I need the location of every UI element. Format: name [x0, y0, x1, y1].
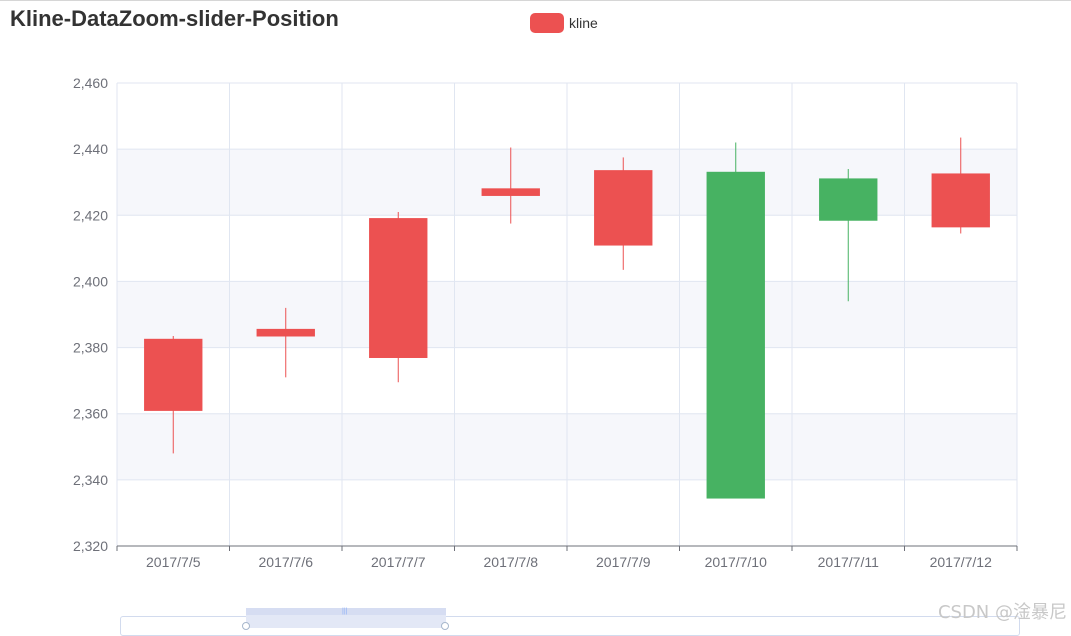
candle-body — [481, 188, 540, 196]
legend-swatch — [530, 13, 564, 33]
x-tick-label: 2017/7/8 — [484, 554, 539, 570]
watermark: CSDN @淦暴尼 — [937, 602, 1067, 623]
legend-label: kline — [569, 15, 598, 31]
x-tick-label: 2017/7/12 — [930, 554, 992, 570]
datazoom-grip-icon[interactable]: ||| — [342, 608, 348, 615]
y-tick-label: 2,380 — [73, 340, 108, 356]
top-border — [0, 0, 1071, 1]
candle-body — [819, 178, 878, 221]
candle-body — [594, 170, 653, 246]
x-tick-label: 2017/7/11 — [818, 554, 879, 570]
candle-body — [369, 218, 428, 358]
candle-body — [706, 171, 765, 499]
x-tick-label: 2017/7/5 — [146, 554, 201, 570]
datazoom-right-handle[interactable] — [441, 622, 449, 630]
x-tick-label: 2017/7/10 — [705, 554, 767, 570]
x-tick-label: 2017/7/6 — [259, 554, 314, 570]
y-tick-label: 2,440 — [73, 141, 108, 157]
candle-body — [256, 328, 315, 337]
y-tick-label: 2,360 — [73, 406, 108, 422]
datazoom-move-bar[interactable] — [246, 608, 446, 615]
legend-item-kline[interactable]: kline — [530, 13, 598, 33]
candle-body — [144, 338, 203, 411]
chart-title: Kline-DataZoom-slider-Position — [10, 6, 339, 31]
x-tick-label: 2017/7/9 — [596, 554, 651, 570]
y-tick-label: 2,320 — [73, 538, 108, 554]
datazoom-left-handle[interactable] — [242, 622, 250, 630]
candle-body — [931, 173, 990, 228]
y-tick-label: 2,460 — [73, 75, 108, 91]
y-tick-label: 2,400 — [73, 273, 108, 289]
y-tick-label: 2,340 — [73, 472, 108, 488]
y-tick-label: 2,420 — [73, 207, 108, 223]
x-tick-label: 2017/7/7 — [371, 554, 426, 570]
